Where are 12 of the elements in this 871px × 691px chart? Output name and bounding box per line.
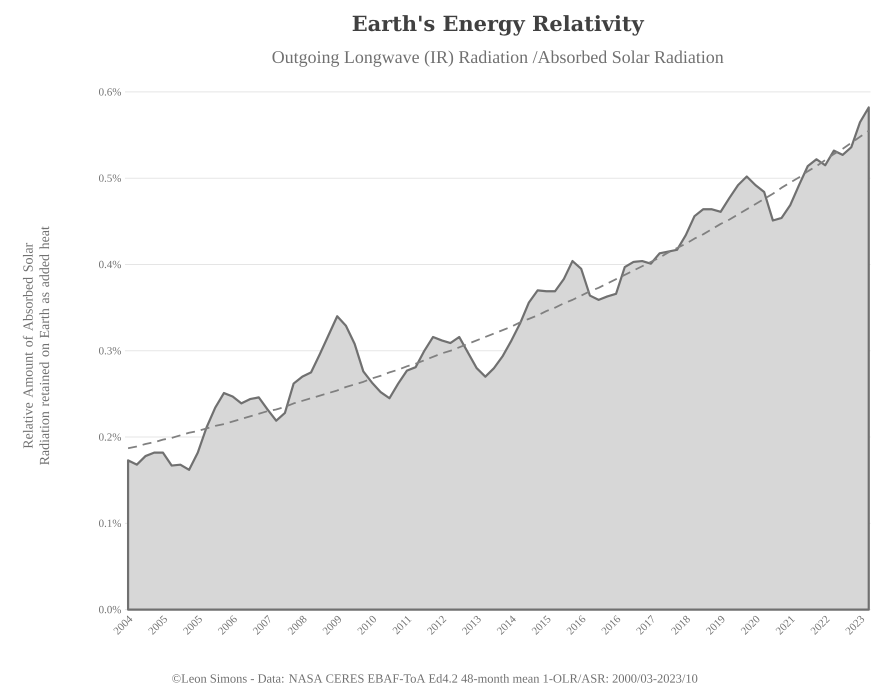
chart-title: Earth's Energy Relativity [352, 15, 644, 36]
chart-subtitle: Outgoing Longwave (IR) Radiation /Absorbed Solar Radiation [272, 50, 724, 68]
y-tick-label: 0.3% [99, 347, 122, 355]
y-tick-label: 0.1% [99, 520, 122, 528]
y-tick-label: 0.0% [99, 606, 122, 614]
y-tick-label: 0.5% [99, 174, 122, 182]
text: ©Leon Simons - Data: NASA CERES EBAF-ToA Ed4.2 48-month mean 1-OLR/ASR: 2000/03-2023/10 [172, 674, 698, 683]
y-axis-title: Relative Amount of Absorbed Solar Radiation retained on Earth as added heat [22, 226, 50, 466]
y-tick-label: 0.4% [99, 260, 122, 268]
y-tick-label: 0.2% [99, 434, 122, 441]
y-tick-label: 0.6% [99, 88, 122, 96]
x-tick-label: 2011 [392, 616, 412, 635]
